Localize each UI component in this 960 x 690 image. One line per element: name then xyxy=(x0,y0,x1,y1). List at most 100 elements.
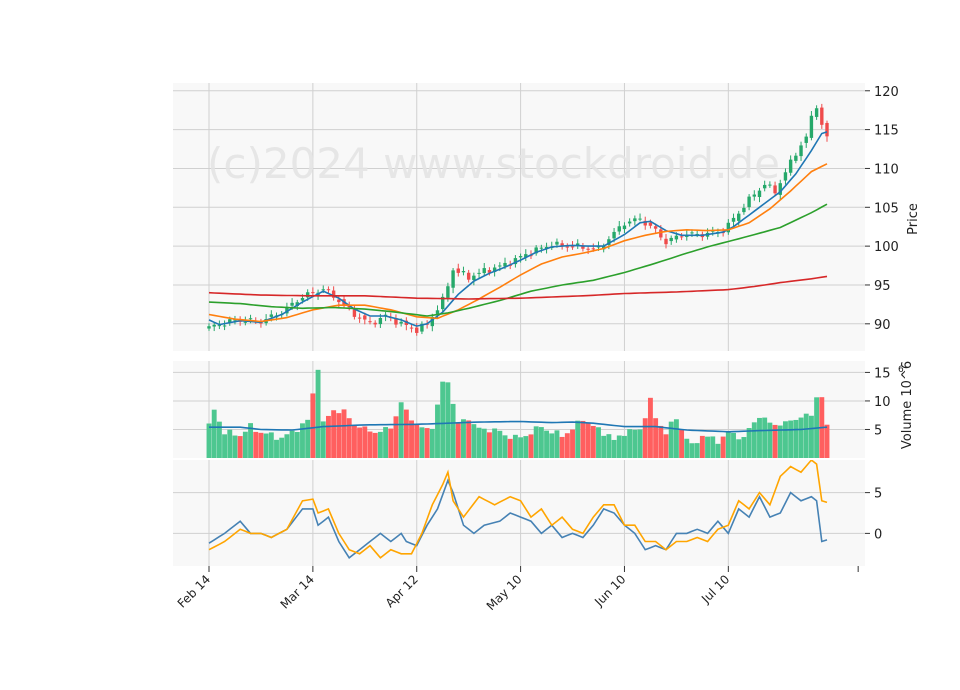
x-tick-label: Feb 14 xyxy=(175,572,213,610)
y-tick-label: 110 xyxy=(874,162,899,177)
volume-bar xyxy=(315,369,321,458)
volume-bar xyxy=(824,424,830,458)
candle-body xyxy=(726,222,731,233)
candle-body xyxy=(742,207,746,213)
volume-bar xyxy=(699,435,705,458)
candle-body xyxy=(482,268,486,274)
volume-bar xyxy=(222,434,228,458)
volume-bar xyxy=(793,419,799,458)
x-tick-label: Jun 10 xyxy=(591,572,628,609)
volume-bar xyxy=(538,427,544,458)
volume-bar xyxy=(289,430,295,458)
volume-bar xyxy=(445,382,451,458)
moving-average-line xyxy=(208,163,828,323)
candle-body xyxy=(451,270,455,288)
candle-body xyxy=(788,159,793,173)
x-tick-label: May 10 xyxy=(484,572,525,613)
volume-bar xyxy=(305,419,311,458)
volume-bar xyxy=(762,417,768,458)
candle-body xyxy=(825,122,829,137)
volume-bar xyxy=(570,429,575,458)
y-tick-label: 105 xyxy=(874,201,899,216)
volume-bar xyxy=(211,409,217,458)
volume-bar xyxy=(507,438,513,458)
volume-bar xyxy=(393,416,399,458)
candle-body xyxy=(243,321,248,323)
volume-bar xyxy=(310,393,316,458)
volume-bar xyxy=(554,430,560,458)
volume-bar xyxy=(741,437,747,458)
candle-body xyxy=(638,218,642,220)
candle-body xyxy=(576,243,580,246)
candle-body xyxy=(804,136,808,143)
volume-bar xyxy=(440,381,446,458)
candle-body xyxy=(659,229,663,238)
candle-body xyxy=(690,232,694,234)
volume-bar xyxy=(403,409,409,458)
volume-bar xyxy=(803,413,809,458)
candle-body xyxy=(669,237,673,242)
volume-bar xyxy=(751,422,757,458)
candle-body xyxy=(555,241,559,245)
candle-body xyxy=(627,221,632,224)
candle-body xyxy=(337,299,341,303)
volume-bar xyxy=(518,437,524,458)
price-panel-bg xyxy=(173,83,865,351)
candle-body xyxy=(664,238,668,245)
candle-body xyxy=(352,308,357,317)
candle-body xyxy=(607,239,611,245)
indicator-lines xyxy=(208,460,828,559)
candle-body xyxy=(560,243,564,246)
candle-body xyxy=(731,217,736,222)
candle-body xyxy=(461,271,466,273)
volume-bar xyxy=(227,429,233,458)
volume-bar xyxy=(232,435,238,458)
volume-bar xyxy=(564,433,570,458)
candle-body xyxy=(762,184,767,189)
volume-bar xyxy=(388,428,394,458)
volume-bar xyxy=(248,423,253,458)
volume-bar xyxy=(601,435,607,458)
volume-bar xyxy=(596,427,601,458)
candle-body xyxy=(586,248,590,250)
moving-average-line xyxy=(208,131,828,327)
candle-body xyxy=(524,254,528,258)
candle-body xyxy=(809,115,814,138)
volume-bar xyxy=(481,428,487,458)
volume-bar xyxy=(559,436,565,458)
candle-body xyxy=(435,310,440,316)
volume-bar xyxy=(611,439,617,458)
volume-axis-label: Volume 10^6 xyxy=(900,361,915,449)
volume-bar xyxy=(575,420,581,458)
candle-body xyxy=(415,327,419,333)
volume-bar xyxy=(351,425,357,458)
volume-bar xyxy=(663,434,669,458)
volume-bar xyxy=(606,434,612,458)
volume-bar xyxy=(242,431,248,458)
volume-bar xyxy=(274,439,279,458)
x-tick-label: Apr 12 xyxy=(383,572,421,610)
volume-bar xyxy=(424,428,430,458)
moving-average-line xyxy=(208,275,828,300)
volume-bar xyxy=(808,415,814,458)
volume-bar xyxy=(746,428,752,458)
candle-body xyxy=(783,172,788,181)
candle-body xyxy=(430,316,435,327)
volume-bar xyxy=(414,424,420,458)
candle-body xyxy=(513,258,518,265)
volume-bar xyxy=(216,421,222,458)
y-tick-label: 5 xyxy=(874,423,882,438)
y-tick-label: 115 xyxy=(874,124,899,139)
candle-body xyxy=(674,235,679,240)
volume-bar xyxy=(705,436,711,458)
candle-body xyxy=(228,319,232,323)
candle-body xyxy=(596,246,601,248)
volume-bar xyxy=(585,422,591,458)
volume-bar xyxy=(461,419,466,458)
candle-body xyxy=(633,218,637,222)
candle-body xyxy=(378,318,383,325)
volume-bar xyxy=(788,420,794,458)
y-tick-label: 15 xyxy=(874,366,891,381)
candle-body xyxy=(679,236,684,238)
candle-body xyxy=(794,155,798,161)
